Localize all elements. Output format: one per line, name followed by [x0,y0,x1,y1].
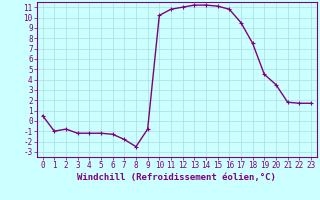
X-axis label: Windchill (Refroidissement éolien,°C): Windchill (Refroidissement éolien,°C) [77,173,276,182]
